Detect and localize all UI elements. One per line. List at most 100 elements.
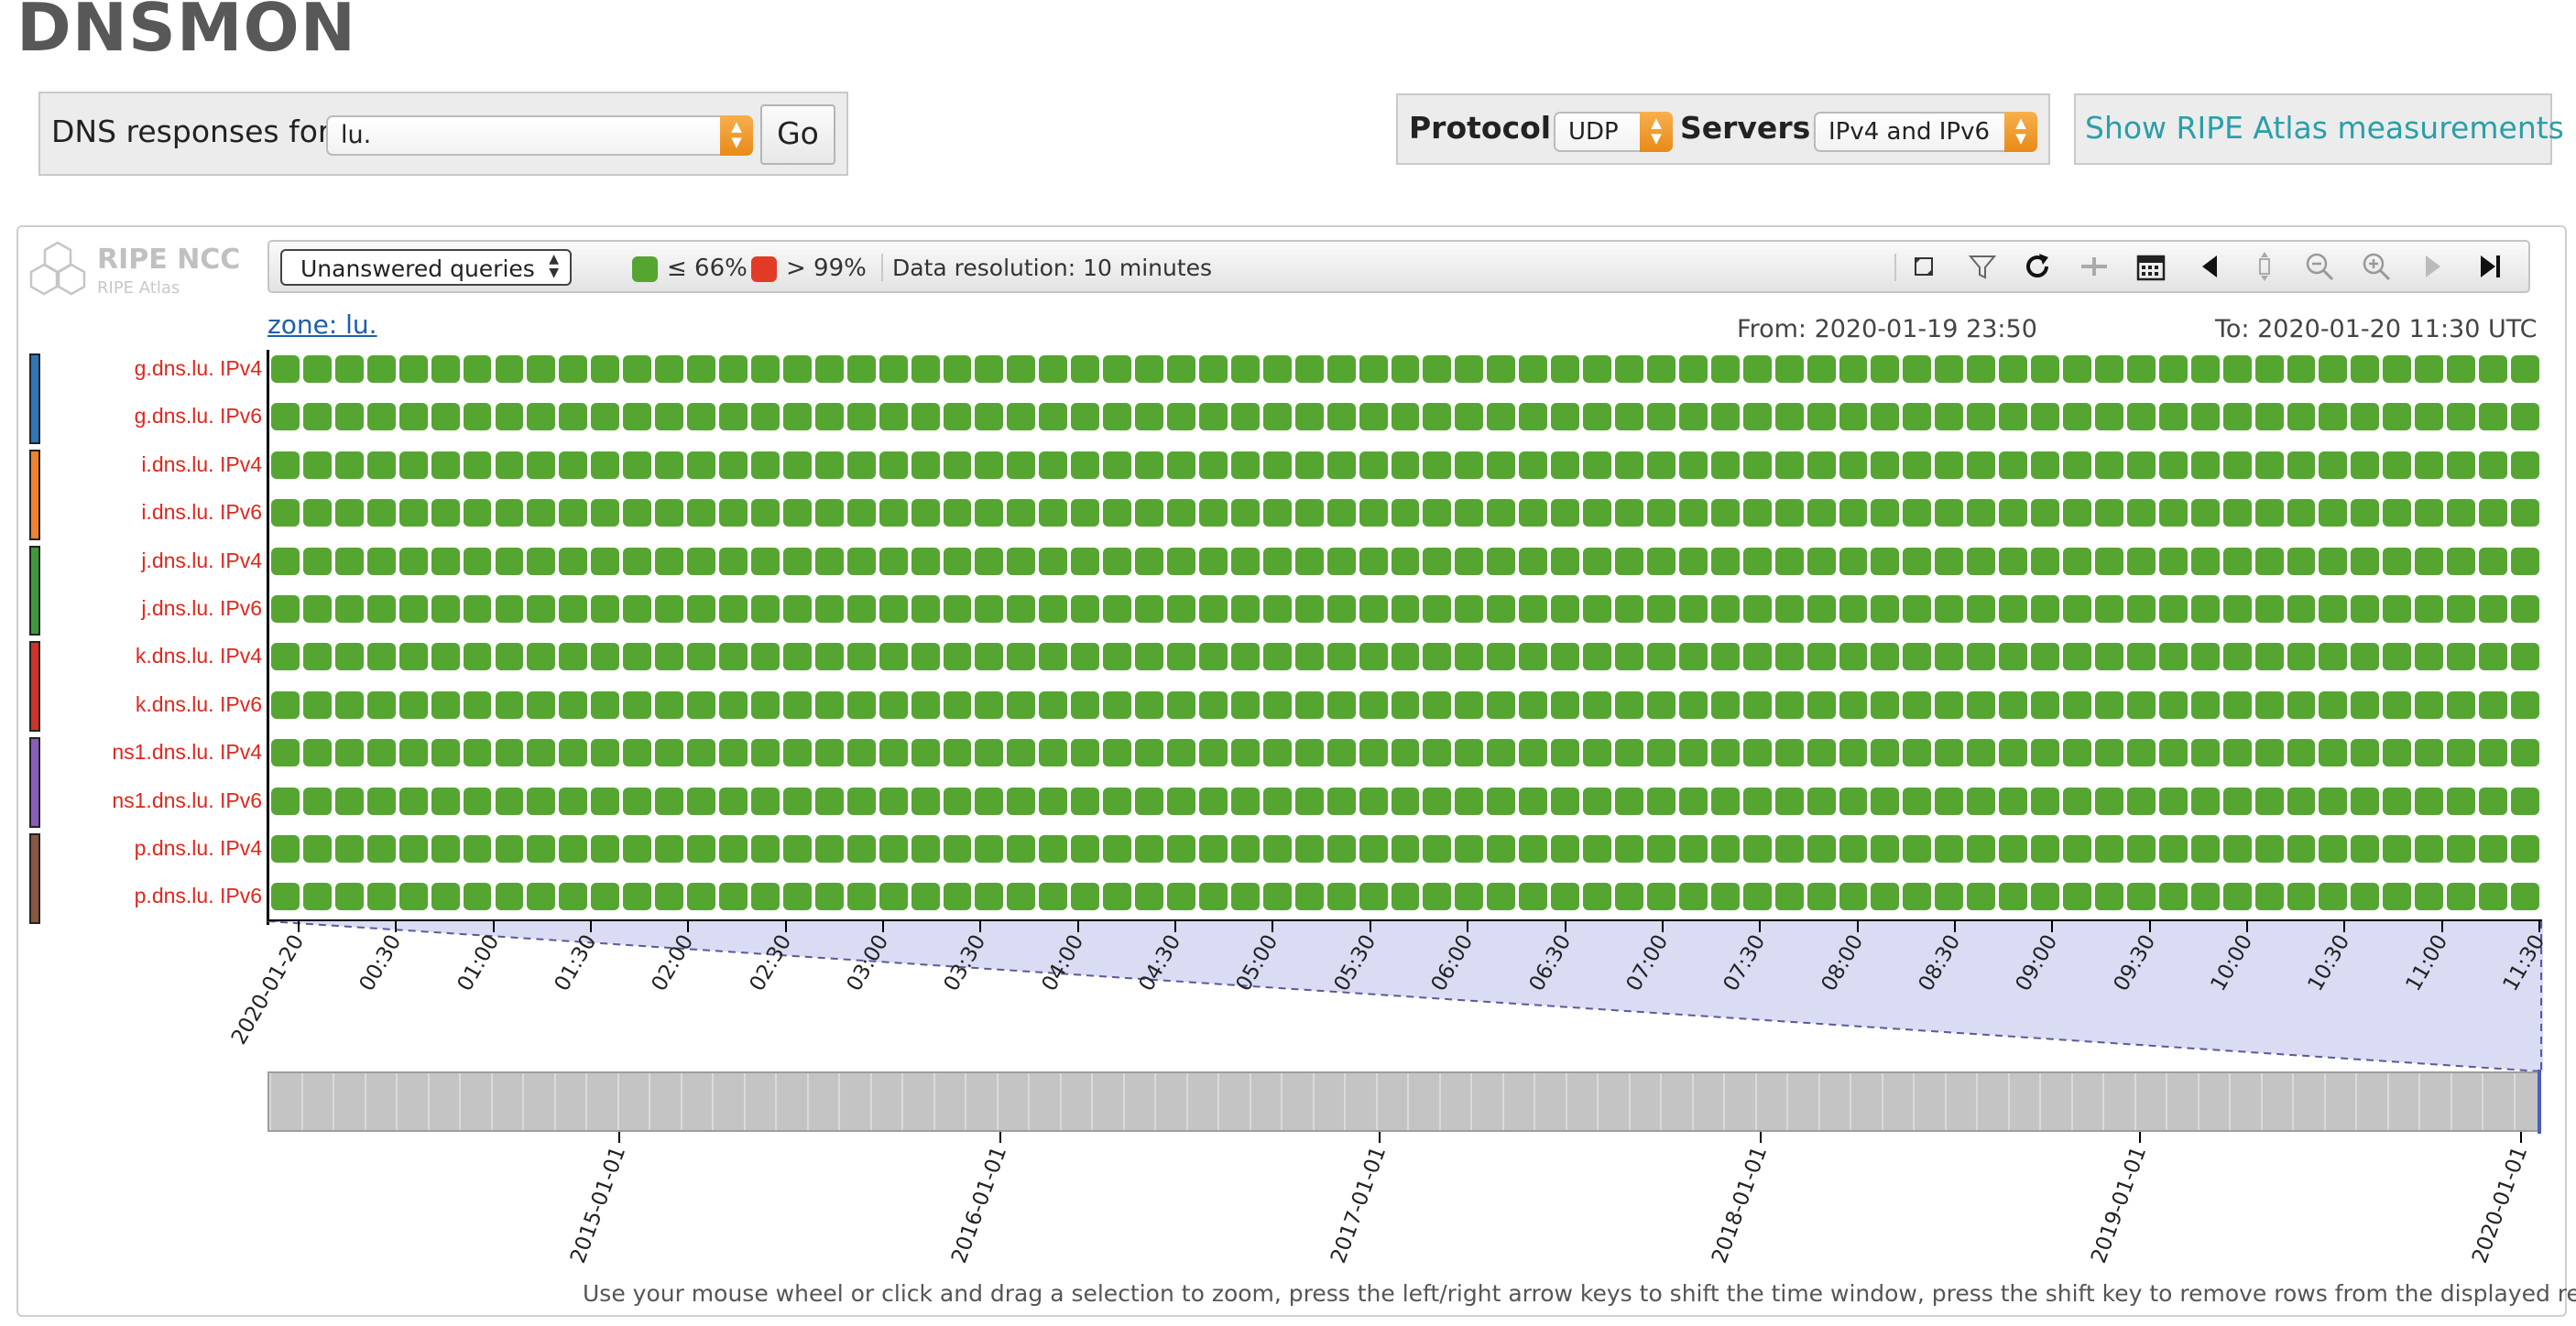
status-cell[interactable] bbox=[1294, 355, 1324, 383]
status-cell[interactable] bbox=[1423, 643, 1452, 671]
status-cell[interactable] bbox=[2319, 690, 2348, 719]
status-cell[interactable] bbox=[1487, 690, 1516, 719]
status-cell[interactable] bbox=[495, 835, 524, 863]
status-cell[interactable] bbox=[879, 403, 908, 431]
status-cell[interactable] bbox=[1742, 883, 1772, 911]
status-cell[interactable] bbox=[687, 403, 715, 431]
status-cell[interactable] bbox=[2415, 690, 2444, 719]
status-cell[interactable] bbox=[846, 595, 876, 623]
status-cell[interactable] bbox=[623, 403, 652, 431]
status-cell[interactable] bbox=[2254, 883, 2284, 911]
status-cell[interactable] bbox=[1455, 499, 1484, 527]
status-cell[interactable] bbox=[1262, 451, 1292, 479]
status-cell[interactable] bbox=[2287, 883, 2316, 911]
go-to-end-icon[interactable] bbox=[2473, 250, 2506, 283]
status-cell[interactable] bbox=[1839, 547, 1868, 575]
status-cell[interactable] bbox=[1039, 643, 1068, 671]
status-cell[interactable] bbox=[366, 595, 396, 623]
status-cell[interactable] bbox=[2190, 595, 2220, 623]
status-cell[interactable] bbox=[591, 355, 620, 383]
status-cell[interactable] bbox=[1455, 835, 1484, 863]
status-cell[interactable] bbox=[1167, 547, 1195, 575]
status-cell[interactable] bbox=[1519, 355, 1548, 383]
status-cell[interactable] bbox=[1871, 595, 1900, 623]
status-cell[interactable] bbox=[943, 690, 972, 719]
status-cell[interactable] bbox=[1999, 883, 2028, 911]
status-cell[interactable] bbox=[1167, 643, 1195, 671]
status-cell[interactable] bbox=[2222, 499, 2252, 527]
status-cell[interactable] bbox=[655, 643, 684, 671]
status-cell[interactable] bbox=[1999, 547, 2028, 575]
status-cell[interactable] bbox=[2126, 499, 2156, 527]
status-cell[interactable] bbox=[527, 403, 556, 431]
status-cell[interactable] bbox=[814, 643, 844, 671]
status-cell[interactable] bbox=[1583, 547, 1612, 575]
status-cell[interactable] bbox=[527, 739, 556, 767]
status-cell[interactable] bbox=[2190, 690, 2220, 719]
status-cell[interactable] bbox=[687, 499, 715, 527]
status-cell[interactable] bbox=[1967, 499, 1996, 527]
zoom-out-icon[interactable] bbox=[2303, 250, 2336, 283]
status-cell[interactable] bbox=[1326, 547, 1356, 575]
status-cell[interactable] bbox=[655, 835, 684, 863]
status-cell[interactable] bbox=[687, 451, 715, 479]
status-cell[interactable] bbox=[2063, 355, 2091, 383]
status-cell[interactable] bbox=[1583, 499, 1612, 527]
status-cell[interactable] bbox=[591, 883, 620, 911]
status-cell[interactable] bbox=[782, 835, 812, 863]
status-cell[interactable] bbox=[1583, 355, 1612, 383]
status-cell[interactable] bbox=[1359, 355, 1388, 383]
status-cell[interactable] bbox=[334, 787, 364, 815]
status-cell[interactable] bbox=[623, 835, 652, 863]
status-cell[interactable] bbox=[846, 403, 876, 431]
status-cell[interactable] bbox=[1230, 355, 1260, 383]
status-cell[interactable] bbox=[2287, 690, 2316, 719]
status-cell[interactable] bbox=[2511, 595, 2539, 623]
status-cell[interactable] bbox=[1999, 690, 2028, 719]
status-cell[interactable] bbox=[1646, 835, 1675, 863]
status-cell[interactable] bbox=[879, 451, 908, 479]
status-cell[interactable] bbox=[1007, 547, 1036, 575]
status-cell[interactable] bbox=[814, 883, 844, 911]
status-cell[interactable] bbox=[2447, 451, 2476, 479]
row-label[interactable]: j.dns.lu. IPv4 bbox=[141, 548, 262, 572]
status-cell[interactable] bbox=[975, 787, 1004, 815]
status-cell[interactable] bbox=[1262, 355, 1292, 383]
status-cell[interactable] bbox=[2094, 355, 2123, 383]
status-cell[interactable] bbox=[1455, 787, 1484, 815]
status-cell[interactable] bbox=[879, 835, 908, 863]
status-cell[interactable] bbox=[559, 787, 588, 815]
status-cell[interactable] bbox=[2158, 547, 2188, 575]
status-cell[interactable] bbox=[398, 643, 428, 671]
status-cell[interactable] bbox=[2511, 643, 2539, 671]
status-cell[interactable] bbox=[1742, 451, 1772, 479]
status-cell[interactable] bbox=[687, 883, 715, 911]
overview-selection-handle[interactable] bbox=[2538, 1070, 2541, 1134]
status-cell[interactable] bbox=[2158, 451, 2188, 479]
status-cell[interactable] bbox=[1774, 883, 1804, 911]
status-cell[interactable] bbox=[1487, 403, 1516, 431]
status-cell[interactable] bbox=[1359, 547, 1388, 575]
status-cell[interactable] bbox=[2190, 739, 2220, 767]
status-cell[interactable] bbox=[1903, 451, 1932, 479]
status-cell[interactable] bbox=[1774, 690, 1804, 719]
status-cell[interactable] bbox=[1742, 835, 1772, 863]
status-cell[interactable] bbox=[1487, 355, 1516, 383]
status-cell[interactable] bbox=[2447, 355, 2476, 383]
status-cell[interactable] bbox=[1007, 739, 1036, 767]
status-cell[interactable] bbox=[1774, 499, 1804, 527]
status-cell[interactable] bbox=[2383, 835, 2412, 863]
status-cell[interactable] bbox=[1710, 787, 1740, 815]
status-cell[interactable] bbox=[1519, 690, 1548, 719]
status-cell[interactable] bbox=[527, 547, 556, 575]
status-cell[interactable] bbox=[1967, 403, 1996, 431]
status-cell[interactable] bbox=[1039, 547, 1068, 575]
status-cell[interactable] bbox=[2063, 547, 2091, 575]
status-cell[interactable] bbox=[814, 499, 844, 527]
status-cell[interactable] bbox=[1294, 787, 1324, 815]
status-cell[interactable] bbox=[2094, 690, 2123, 719]
status-cell[interactable] bbox=[1519, 595, 1548, 623]
status-cell[interactable] bbox=[2031, 690, 2060, 719]
calendar-icon[interactable] bbox=[2134, 250, 2167, 283]
status-cell[interactable] bbox=[2126, 787, 2156, 815]
